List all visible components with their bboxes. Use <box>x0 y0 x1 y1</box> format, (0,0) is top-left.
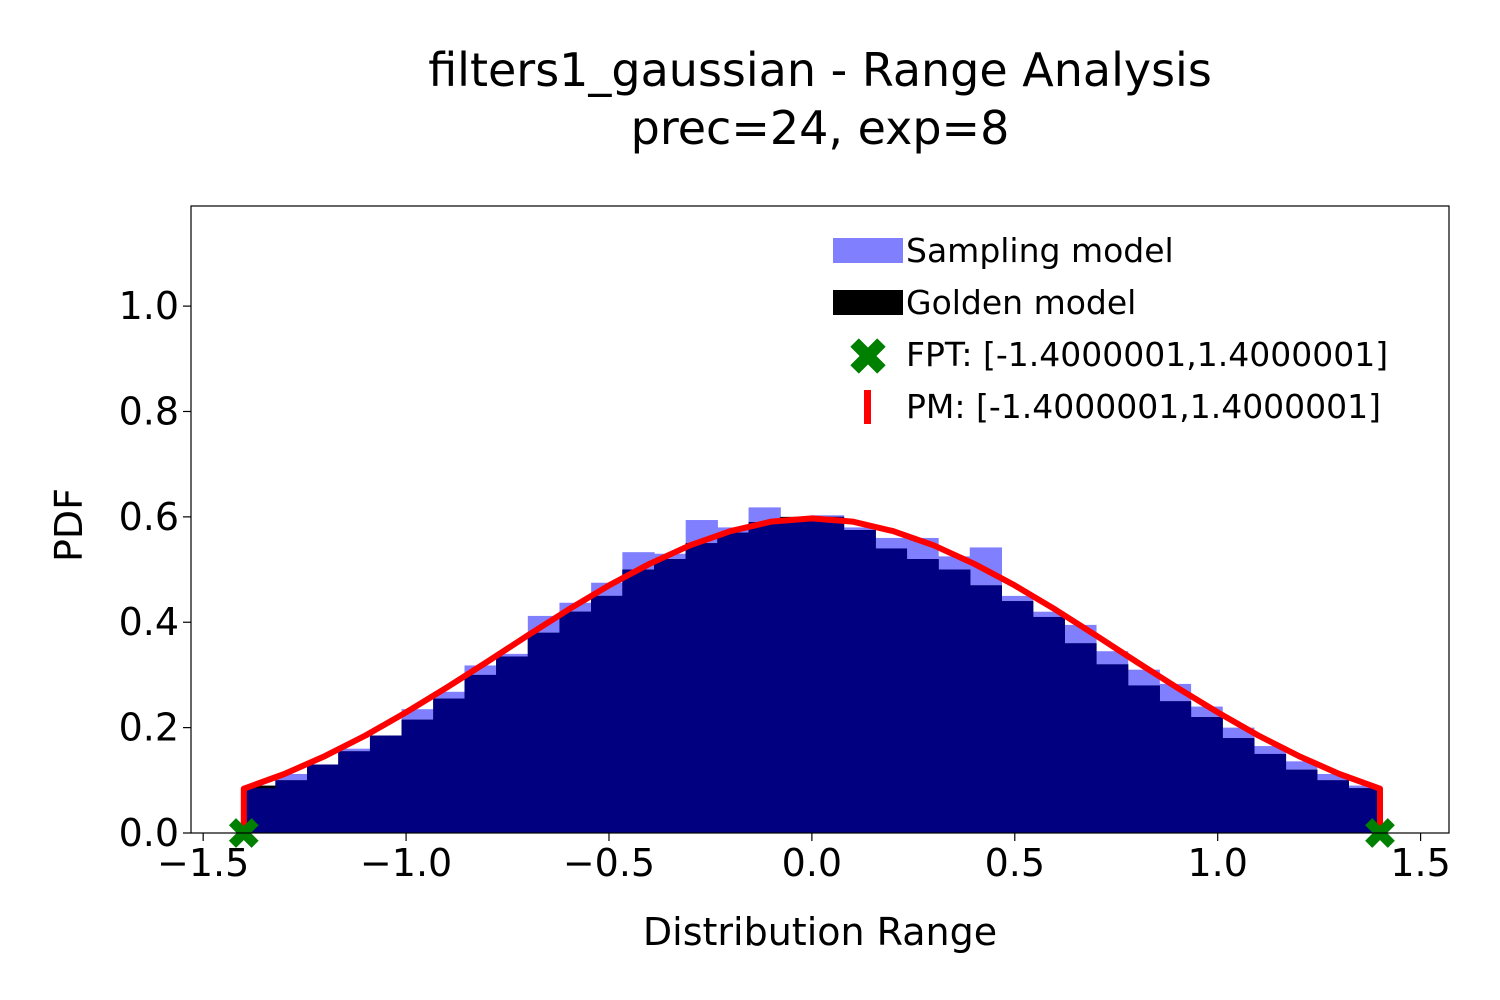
overlap-bar <box>496 656 529 833</box>
overlap-bar <box>875 548 908 833</box>
overlap-bar <box>654 559 687 833</box>
y-axis-label: PDF <box>47 488 91 562</box>
overlap-bar <box>780 519 813 833</box>
y-axis: 0.0 0.2 0.4 0.6 0.8 1.0 <box>119 284 191 855</box>
x-tick-label: −1.5 <box>157 841 249 885</box>
x-axis: −1.5 −1.0 −0.5 0.0 0.5 1.0 1.5 <box>157 833 1451 885</box>
legend-label-golden: Golden model <box>906 283 1136 322</box>
y-tick-label: 0.2 <box>119 706 179 750</box>
x-tick-label: −1.0 <box>360 841 452 885</box>
legend-swatch-golden <box>833 290 903 315</box>
pm-curve <box>240 515 1383 833</box>
y-tick-label: 0.4 <box>119 600 179 644</box>
legend-label-pm: PM: [-1.4000001,1.4000001] <box>906 387 1381 426</box>
legend-label-fpt: FPT: [-1.4000001,1.4000001] <box>906 335 1388 374</box>
x-tick-label: 0.5 <box>985 841 1045 885</box>
overlap-bar <box>906 559 939 833</box>
overlap-bar <box>1032 616 1065 833</box>
y-tick-label: 0.8 <box>119 389 179 433</box>
overlap-bar <box>748 522 781 833</box>
overlap-bar <box>1127 685 1160 833</box>
x-tick-label: 0.0 <box>782 841 842 885</box>
overlap-bar <box>969 585 1002 833</box>
overlap-bar <box>1095 664 1129 833</box>
x-tick-label: 1.5 <box>1390 841 1450 885</box>
legend-swatch-sampling <box>833 238 903 263</box>
x-tick-label: 1.0 <box>1187 841 1247 885</box>
overlap-bar <box>464 674 497 833</box>
overlap-bar <box>591 595 623 833</box>
overlap-bar <box>811 516 845 833</box>
x-axis-label: Distribution Range <box>643 910 997 954</box>
plot-frame <box>190 205 1450 834</box>
overlap-bar <box>1064 643 1097 833</box>
x-tick-label: −0.5 <box>563 841 655 885</box>
overlap-bar <box>1190 717 1223 833</box>
overlap-bar <box>1253 753 1287 833</box>
overlap-bar <box>938 569 971 833</box>
legend: Sampling model Golden model FPT: [-1.400… <box>833 231 1388 426</box>
overlap-bars <box>243 516 1381 833</box>
overlap-bar <box>717 532 750 833</box>
overlap-bar <box>527 632 561 833</box>
overlap-bar <box>369 735 403 833</box>
overlap-bar <box>401 719 434 833</box>
overlap-bar <box>1316 780 1349 833</box>
chart-subtitle: prec=24, exp=8 <box>631 101 1010 155</box>
legend-marker-fpt <box>850 338 886 374</box>
overlap-bar <box>307 764 339 833</box>
overlap-bar <box>338 751 371 833</box>
overlap-bar <box>275 780 308 833</box>
legend-label-sampling: Sampling model <box>906 231 1174 270</box>
overlap-bar <box>1285 769 1318 833</box>
overlap-bar <box>622 569 655 833</box>
legend-marker-pm <box>864 390 871 424</box>
plot-area <box>228 507 1395 848</box>
y-tick-label: 1.0 <box>119 284 179 328</box>
y-tick-label: 0.6 <box>119 495 179 539</box>
overlap-bar <box>1222 738 1255 833</box>
chart-title: filters1_gaussian - Range Analysis <box>428 43 1212 97</box>
y-tick-label: 0.0 <box>119 811 179 855</box>
overlap-bar <box>433 698 466 833</box>
overlap-bar <box>685 543 718 833</box>
overlap-bar <box>843 530 876 833</box>
overlap-bar <box>559 611 592 833</box>
overlap-bar <box>1001 601 1034 833</box>
overlap-bar <box>1159 701 1192 833</box>
